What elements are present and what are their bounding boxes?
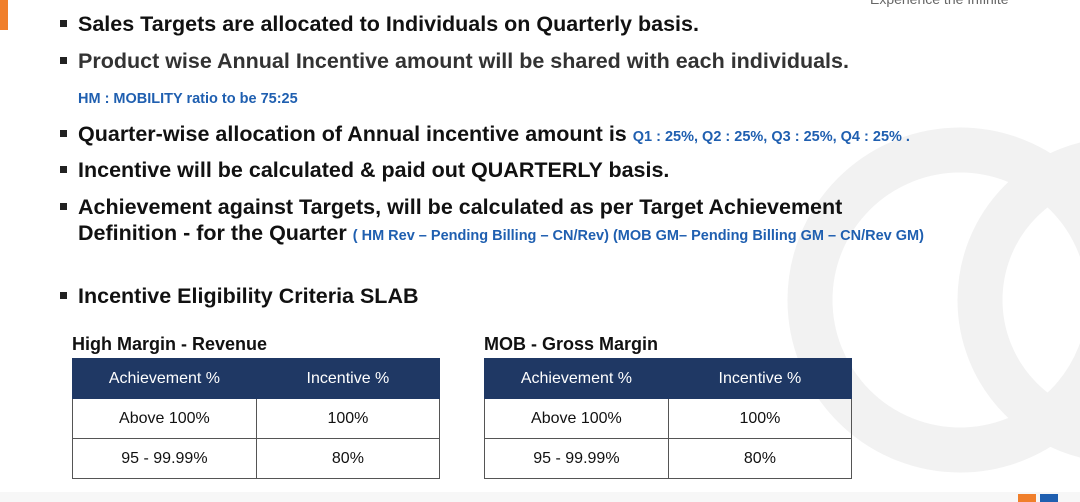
table-row: 95 - 99.99% 80% [484, 438, 853, 479]
bullet: Incentive Eligibility Criteria SLAB [60, 283, 960, 309]
table-cell: 95 - 99.99% [72, 438, 257, 479]
table-cell: Above 100% [484, 398, 669, 439]
header-row: Achievement % Incentive % [72, 358, 441, 399]
footer-square [1040, 494, 1058, 502]
table-row: 95 - 99.99% 80% [72, 438, 441, 479]
table-row: Above 100% 100% [484, 398, 853, 439]
header-cell: Incentive % [255, 358, 441, 399]
table-cell: 100% [667, 398, 853, 439]
watermark [957, 142, 1080, 458]
table-title: MOB - Gross Margin [484, 334, 659, 354]
bullet: Achievement against Targets, will be cal… [60, 194, 940, 249]
bullet: Sales Targets are allocated to Individua… [60, 11, 960, 37]
header-cell: Achievement % [484, 358, 669, 399]
header-row: Achievement % Incentive % [484, 358, 853, 399]
footer-strip [0, 492, 1080, 502]
bullet-detail: Q1 : 25%, Q2 : 25%, Q3 : 25%, Q4 : 25% . [632, 129, 910, 145]
table-cell: 80% [255, 438, 441, 479]
slab-table: Achievement % Incentive % Above 100% 100% 95… [484, 358, 853, 479]
watermark [787, 127, 1080, 473]
bullet: Quarter-wise allocation of Annual incent… [60, 121, 960, 150]
bullet-text: Product wise Annual Incentive amount wil… [78, 49, 849, 73]
table-cell: Above 100% [72, 398, 257, 439]
bullet-text: Incentive Eligibility Criteria SLAB [78, 284, 419, 308]
table-row: Above 100% 100% [72, 398, 441, 439]
bullet-text: Incentive will be calculated & paid out … [78, 158, 670, 182]
footer-square [1018, 494, 1036, 502]
table-cell: 95 - 99.99% [484, 438, 669, 479]
accent-bar [0, 0, 8, 30]
header-cell: Incentive % [667, 358, 853, 399]
bullet: Incentive will be calculated & paid out … [60, 157, 960, 183]
slab-table: Achievement % Incentive % Above 100% 100% 95… [72, 358, 441, 479]
table-cell: 80% [667, 438, 853, 479]
header-cell: Achievement % [72, 358, 257, 399]
table-title: High Margin - Revenue [72, 334, 268, 354]
note: HM : MOBILITY ratio to be 75:25 [78, 91, 298, 107]
table-cell: 100% [255, 398, 441, 439]
tagline: Experience the Infinite [870, 0, 1009, 7]
bullet-text: Achievement against Targets, will be cal… [78, 195, 843, 245]
bullet-detail: ( HM Rev – Pending Billing – CN/Rev) (MO… [352, 228, 924, 244]
bullet-text: Sales Targets are allocated to Individua… [78, 12, 699, 36]
bullet-text: Quarter-wise allocation of Annual incent… [78, 122, 627, 146]
bullet: Product wise Annual Incentive amount wil… [60, 48, 960, 74]
